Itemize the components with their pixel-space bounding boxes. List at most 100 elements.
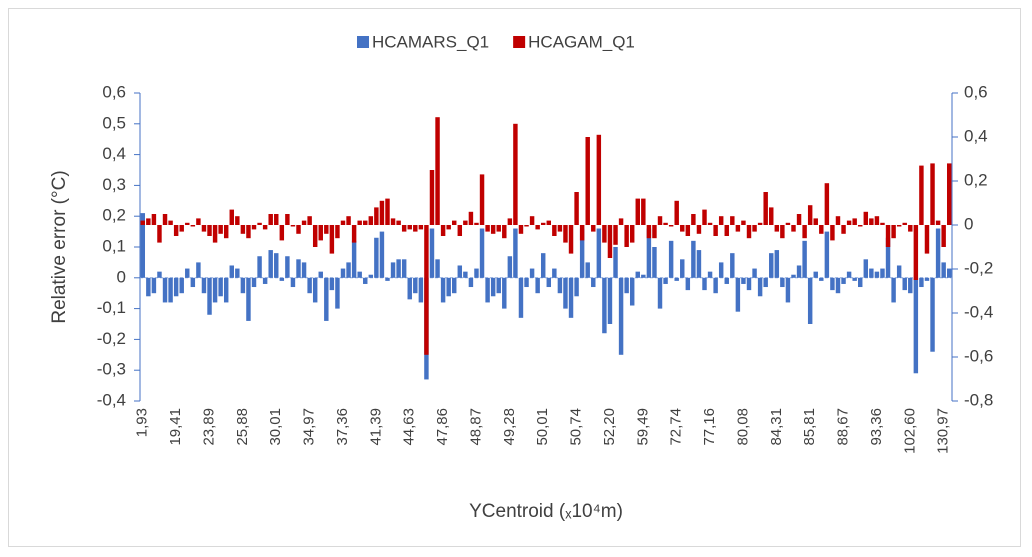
bar — [752, 225, 757, 232]
bar — [235, 268, 240, 278]
x-axis-title: YCentroid (ₓ10⁴m) — [469, 501, 623, 522]
bar — [891, 225, 896, 239]
y2-tick-label: -0,6 — [964, 346, 993, 365]
bar — [235, 216, 240, 225]
bar — [485, 277, 490, 303]
bar — [474, 268, 479, 278]
bar — [479, 228, 485, 278]
bar — [390, 218, 396, 225]
bar — [179, 225, 184, 232]
bar — [718, 262, 724, 278]
bar — [858, 277, 863, 288]
x-tick-label: 93,36 — [868, 408, 885, 446]
bar — [301, 220, 307, 225]
x-tick-label: 37,36 — [334, 408, 351, 446]
bar — [207, 225, 212, 236]
bar — [240, 277, 246, 294]
bar — [652, 225, 657, 239]
bar — [413, 277, 418, 294]
bar — [735, 277, 741, 312]
bar — [485, 225, 490, 232]
bar — [329, 277, 335, 291]
bar — [680, 225, 685, 232]
bar — [463, 271, 468, 278]
bar — [652, 247, 657, 278]
bar — [846, 271, 852, 278]
bar — [713, 225, 718, 236]
bar — [290, 225, 296, 227]
x-tick-label: 23,89 — [200, 408, 217, 446]
bar — [496, 277, 501, 294]
bar — [802, 240, 807, 278]
legend-swatch — [357, 36, 369, 48]
bar — [535, 277, 540, 294]
bar — [724, 277, 729, 284]
bar — [140, 220, 146, 225]
bar — [796, 214, 802, 225]
bar — [930, 277, 935, 352]
bar — [941, 262, 946, 278]
y-tick-label: 0,5 — [102, 113, 126, 132]
bar — [168, 277, 173, 303]
bar — [185, 268, 190, 278]
x-tick-label: 59,49 — [634, 408, 651, 446]
bar — [874, 216, 880, 225]
bar — [529, 268, 535, 278]
bar — [585, 262, 590, 278]
bar — [674, 200, 679, 225]
bar — [490, 225, 496, 234]
bar — [257, 222, 262, 225]
bar — [707, 222, 713, 225]
bar — [908, 225, 913, 232]
bar — [835, 216, 841, 225]
bar — [663, 277, 668, 284]
bar — [457, 225, 463, 236]
bar — [229, 209, 234, 225]
bar — [513, 228, 518, 278]
bar — [540, 253, 546, 278]
legend-label: HCAGAM_Q1 — [528, 32, 635, 51]
bar — [841, 277, 846, 284]
bar — [507, 256, 513, 278]
bar — [312, 277, 318, 303]
bar — [874, 271, 880, 278]
x-tick-label: 50,01 — [534, 408, 551, 446]
bar — [251, 277, 257, 288]
bar — [201, 225, 207, 232]
bar — [285, 256, 290, 278]
bar — [780, 277, 785, 288]
bar — [140, 213, 146, 278]
x-tick-label: 49,28 — [501, 408, 518, 446]
x-tick-label: 85,81 — [801, 408, 818, 446]
x-tick-label: 41,39 — [367, 408, 384, 446]
legend-label: HCAMARS_Q1 — [372, 32, 489, 51]
x-tick-label: 34,97 — [301, 408, 318, 446]
bar — [607, 277, 613, 324]
bar — [696, 250, 702, 278]
bar — [896, 265, 902, 278]
bar — [318, 271, 323, 278]
bar — [713, 277, 718, 294]
bar — [535, 225, 540, 230]
bar — [629, 225, 635, 243]
bar — [446, 225, 451, 230]
bar — [657, 277, 663, 309]
bar — [618, 277, 624, 355]
y2-tick-label: -0,2 — [964, 258, 993, 277]
bar — [212, 225, 218, 243]
bar — [819, 277, 824, 281]
bar — [307, 216, 312, 225]
bar — [924, 225, 930, 254]
bar — [602, 277, 607, 334]
bar — [540, 222, 546, 225]
bar — [919, 165, 924, 225]
bar — [452, 277, 457, 294]
y2-tick-label: -0,4 — [964, 302, 993, 321]
bar — [769, 207, 774, 225]
bar — [563, 277, 568, 309]
bar — [913, 277, 919, 374]
bar — [429, 170, 435, 225]
bar — [813, 271, 818, 278]
bar — [162, 277, 168, 303]
bar — [702, 209, 707, 225]
